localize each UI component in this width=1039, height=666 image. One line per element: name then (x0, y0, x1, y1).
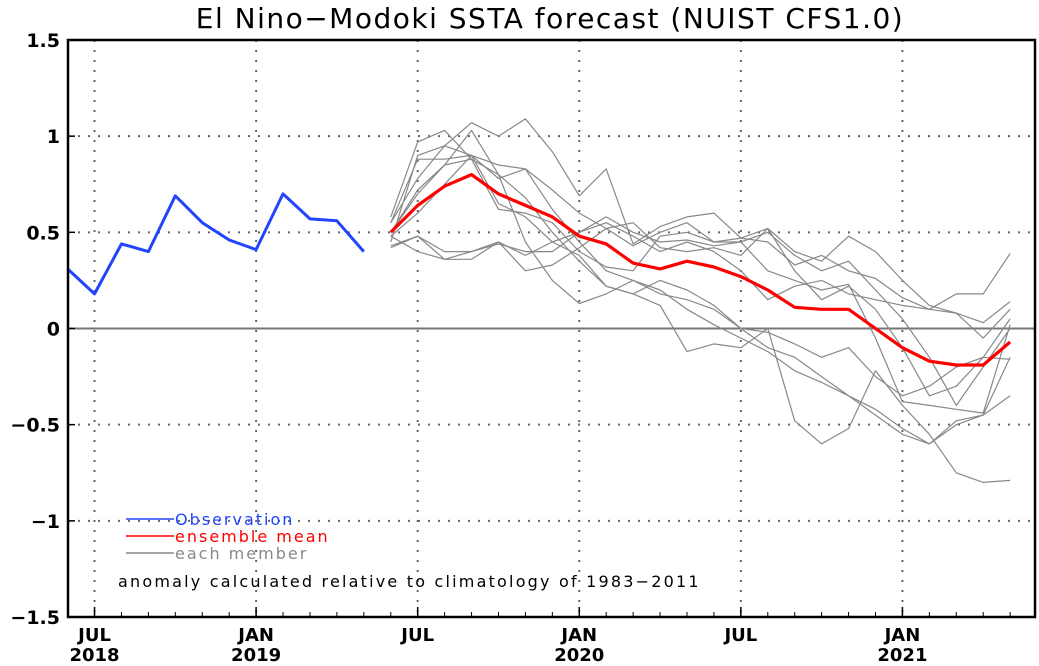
y-tick-label: 0.5 (26, 222, 60, 244)
grid (68, 40, 1035, 617)
x-tick-month-label: JAN (559, 625, 597, 646)
member-line (390, 158, 1011, 406)
x-tick-month-label: JUL (722, 625, 757, 646)
member-line (390, 154, 1011, 483)
y-axis: 1.5 1 0.5 0 −0.5 −1 −1.5 (10, 30, 75, 629)
member-line (390, 222, 1011, 339)
annotation: anomaly calculated relative to climatolo… (118, 572, 701, 591)
ensemble-mean-line (389, 173, 1012, 367)
observation-series (66, 192, 365, 296)
y-tick-label: 1.5 (26, 30, 60, 52)
member-lines (390, 118, 1011, 483)
legend-label-ensemble-mean: ensemble mean (175, 527, 330, 546)
observation-line (66, 192, 365, 296)
member-line (390, 154, 1011, 397)
member-line (390, 129, 1011, 445)
chart-title: El Nino−Modoki SSTA forecast (NUIST CFS1… (196, 2, 904, 35)
member-line (390, 129, 1011, 445)
y-tick-label: −0.5 (10, 415, 60, 437)
x-tick-month-label: JUL (399, 625, 434, 646)
x-tick-year-label: 2020 (554, 645, 604, 662)
member-line (390, 118, 1011, 310)
member-line (390, 145, 1011, 324)
y-tick-label: −1.5 (10, 607, 60, 629)
x-tick-year-label: 2018 (69, 645, 119, 662)
x-tick-month-label: JAN (883, 625, 921, 646)
x-tick-year-label: 2019 (231, 645, 281, 662)
y-tick-label: 0 (47, 319, 60, 341)
legend-label-each-member: each member (175, 544, 308, 563)
legend: Observation ensemble mean each member (126, 510, 330, 563)
x-tick-month-label: JUL (76, 625, 111, 646)
y-tick-label: 1 (47, 126, 60, 148)
y-tick-label: −1 (31, 511, 60, 533)
ensemble-mean-series (389, 173, 1012, 367)
x-tick-year-label: 2021 (877, 645, 927, 662)
member-line (390, 216, 1011, 414)
x-tick-month-label: JAN (236, 625, 274, 646)
legend-label-observation: Observation (175, 510, 294, 529)
